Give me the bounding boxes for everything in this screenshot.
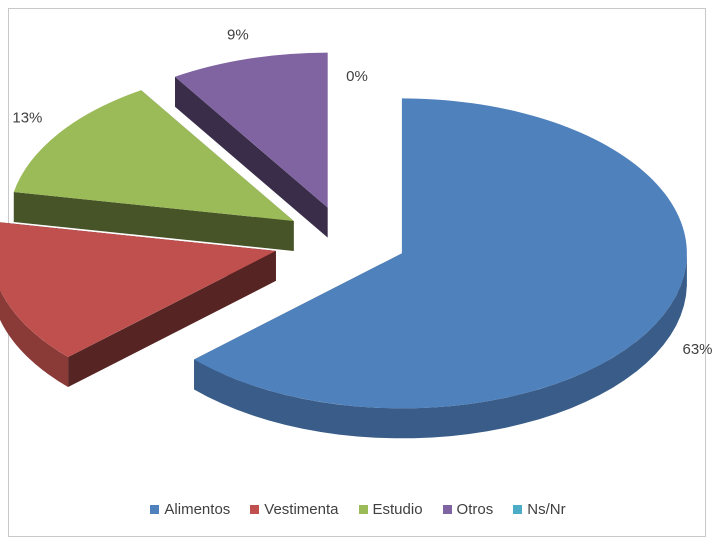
legend: Alimentos Vestimenta Estudio Otros Ns/Nr — [0, 501, 716, 518]
legend-swatch — [442, 505, 452, 514]
data-label: 13% — [12, 110, 42, 127]
legend-swatch — [150, 505, 160, 514]
legend-label: Estudio — [372, 501, 423, 518]
legend-swatch — [250, 505, 260, 514]
pie-slice-vestimenta — [0, 222, 276, 357]
data-label: 63% — [682, 341, 712, 358]
legend-label: Alimentos — [164, 501, 231, 518]
pie-slice-wall — [68, 250, 276, 388]
data-label: 9% — [227, 26, 249, 43]
legend-item: Estudio — [358, 501, 423, 518]
pie-slice-side — [194, 255, 687, 439]
legend-item: Alimentos — [150, 501, 230, 518]
legend-label: Ns/Nr — [527, 501, 566, 518]
legend-swatch — [358, 505, 368, 514]
pie-slice-estudio — [13, 90, 294, 222]
legend-label: Otros — [456, 501, 494, 518]
pie-slice-otros — [175, 52, 328, 208]
pie-slice-wall — [13, 192, 294, 252]
legend-swatch — [513, 505, 523, 514]
legend-item: Ns/Nr — [513, 501, 566, 518]
data-label: 0% — [346, 68, 368, 85]
pie-slice-alimentos — [194, 98, 687, 409]
legend-item: Otros — [442, 501, 494, 518]
legend-item: Vestimenta — [250, 501, 339, 518]
pie-slice-wall — [174, 76, 328, 238]
pie-slice-side — [0, 289, 69, 387]
legend-label: Vestimenta — [264, 501, 339, 518]
